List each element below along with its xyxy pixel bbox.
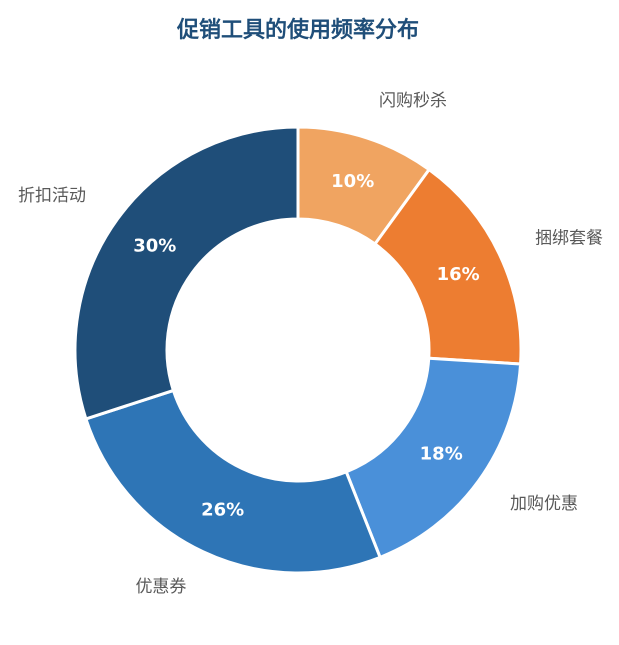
slice-category-label: 折扣活动 — [18, 186, 86, 206]
donut-slices — [73, 125, 523, 575]
slice-percent-label: 30% — [133, 235, 176, 256]
donut-slice — [73, 125, 300, 421]
slice-category-label: 加购优惠 — [510, 494, 578, 514]
percentage-labels: 10% 16% 18% 26% 30% — [133, 171, 479, 520]
donut-slice — [372, 167, 523, 366]
donut-slice — [84, 388, 383, 575]
slice-percent-label: 10% — [331, 171, 374, 192]
slice-category-label: 闪购秒杀 — [379, 91, 447, 111]
chart-title: 促销工具的使用频率分布 — [176, 17, 419, 43]
slice-percent-label: 16% — [437, 264, 480, 285]
slice-category-label: 优惠券 — [135, 577, 186, 597]
slice-percent-label: 18% — [420, 444, 463, 465]
slice-category-label: 捆绑套餐 — [535, 228, 603, 248]
slice-percent-label: 26% — [201, 500, 244, 521]
donut-slice — [344, 356, 523, 560]
